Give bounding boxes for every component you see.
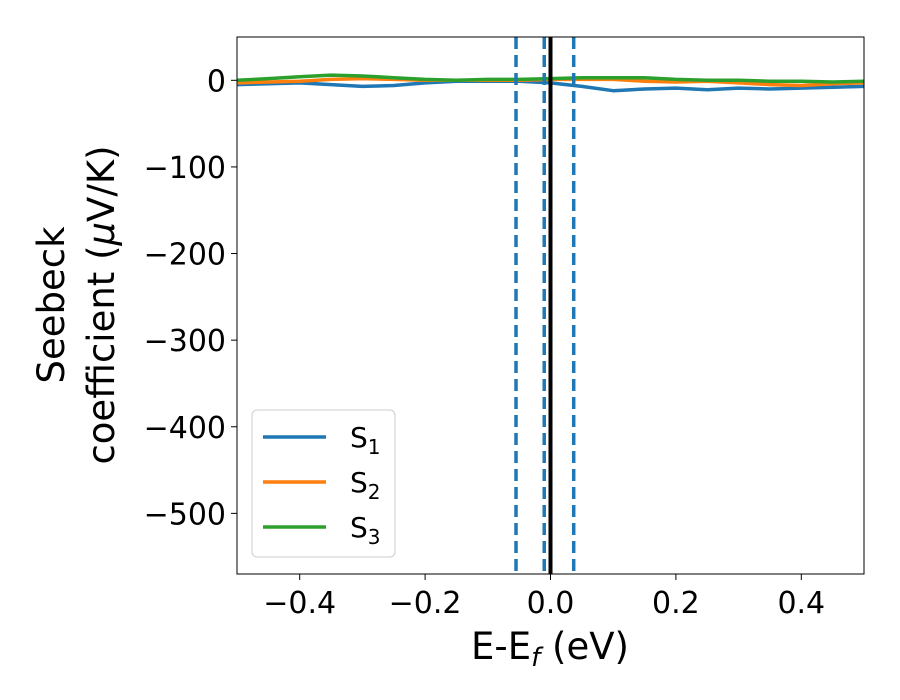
y-tick-label: −100 [144, 151, 226, 186]
y-axis-label-line2: coefficient (μV/K) [80, 145, 123, 464]
legend-label-s3: S3 [350, 511, 381, 549]
legend-label-s2: S2 [350, 466, 381, 504]
y-tick-label: −200 [144, 238, 226, 273]
x-axis-ticks: −0.4 −0.2 0.0 0.2 0.4 [263, 574, 825, 621]
legend: S1 S2 S3 [251, 409, 396, 558]
y-tick-label: −400 [144, 411, 226, 446]
x-tick-label: −0.2 [389, 586, 462, 621]
y-tick-label: −300 [144, 324, 226, 359]
legend-label-s1: S1 [350, 421, 381, 459]
x-tick-label: 0.4 [777, 586, 825, 621]
y-axis-ticks: 0 −100 −200 −300 −400 −500 [144, 64, 237, 532]
x-tick-label: −0.4 [263, 586, 336, 621]
plot-lines [237, 37, 864, 574]
x-tick-label: 0.0 [527, 586, 575, 621]
y-tick-label: −500 [144, 497, 226, 532]
x-axis-label: E-Ef (eV) [471, 625, 629, 673]
x-tick-label: 0.2 [652, 586, 700, 621]
y-tick-label: 0 [207, 64, 226, 99]
y-axis-label-line1: Seebeck [30, 226, 73, 384]
